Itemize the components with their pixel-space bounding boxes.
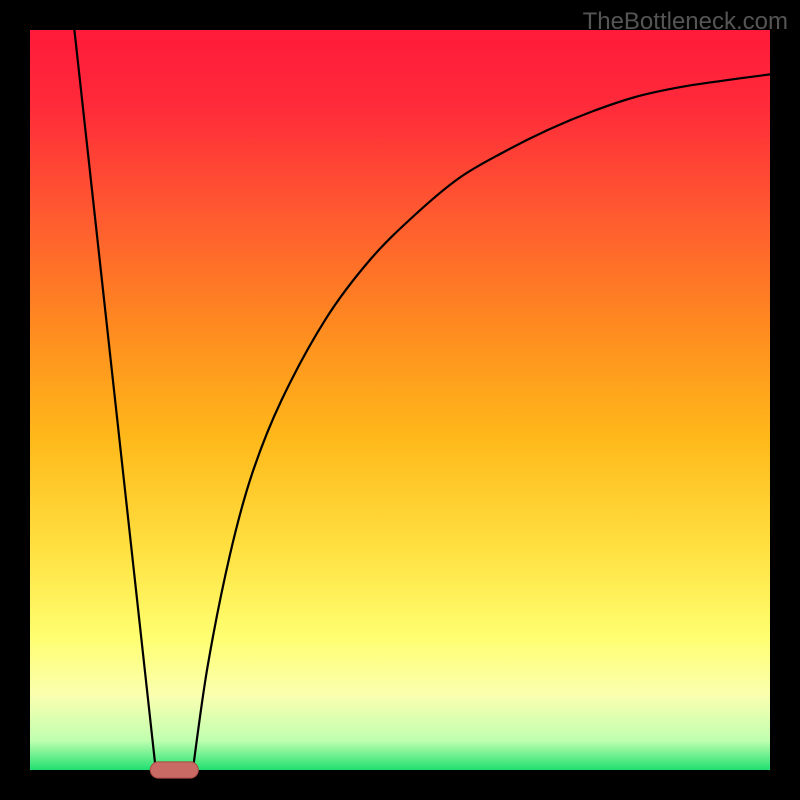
chart-container: TheBottleneck.com — [0, 0, 800, 800]
bottleneck-marker — [150, 762, 198, 778]
bottleneck-chart — [0, 0, 800, 800]
watermark-text: TheBottleneck.com — [583, 8, 788, 36]
plot-background — [30, 30, 770, 770]
